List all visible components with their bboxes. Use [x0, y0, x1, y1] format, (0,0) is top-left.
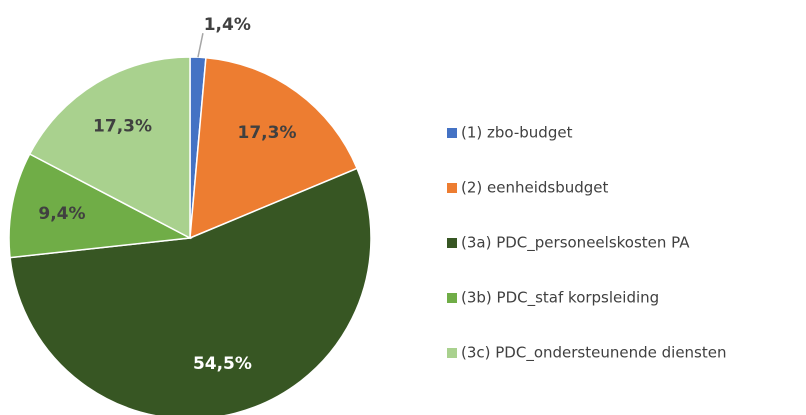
data-label: 1,4%: [204, 15, 251, 35]
legend-swatch: [447, 128, 457, 138]
legend-label: (1) zbo-budget: [461, 124, 573, 142]
pie-slice: [9, 167, 372, 415]
pie-slice: [189, 56, 359, 240]
leader-line: [197, 33, 204, 58]
pie-slice: [8, 152, 193, 259]
legend-label: (3a) PDC_personeelskosten PA: [461, 234, 690, 253]
legend-swatch: [447, 293, 457, 303]
legend-label: (3b) PDC_staf korpsleiding: [461, 289, 659, 308]
legend-swatch: [447, 183, 457, 193]
pie-slice: [28, 56, 191, 240]
legend-swatch: [447, 238, 457, 248]
legend-label: (3c) PDC_ondersteunende diensten: [461, 344, 726, 363]
legend-swatch: [447, 348, 457, 358]
data-label: 54,5%: [193, 354, 252, 374]
data-label: 9,4%: [38, 204, 85, 224]
data-label: 17,3%: [93, 116, 152, 136]
data-label: 17,3%: [238, 123, 297, 143]
legend-label: (2) eenheidsbudget: [461, 179, 609, 197]
